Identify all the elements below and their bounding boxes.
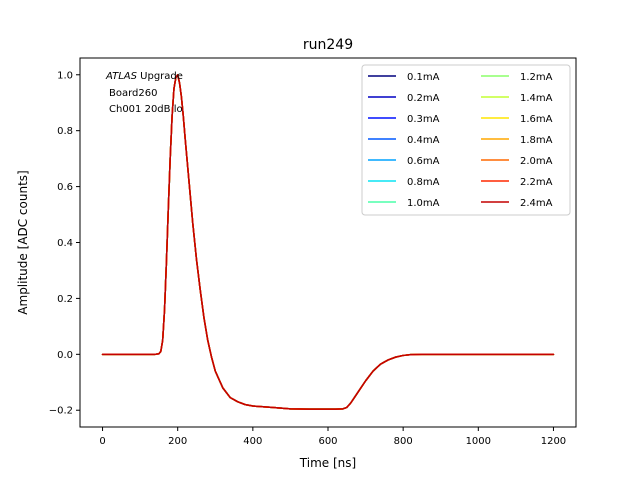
legend-label-1.0mA: 1.0mA xyxy=(407,198,440,209)
x-tick-label: 400 xyxy=(243,436,262,447)
y-tick-label: 0.6 xyxy=(57,182,73,193)
legend-items: 0.1mA 0.2mA 0.3mA 0.4mA 0.6mA 0.8mA 1.0mA 1.2mA… xyxy=(368,72,553,209)
y-tick-label: 0.4 xyxy=(57,238,73,249)
x-axis-ticks: 0 200 400 600 800 1000 1200 xyxy=(99,427,566,447)
legend-box xyxy=(361,64,571,216)
legend: 0.1mA 0.2mA 0.3mA 0.4mA 0.6mA 0.8mA 1.0mA 1.2mA… xyxy=(361,64,571,216)
x-tick-label: 1200 xyxy=(541,436,566,447)
annotation-line-2: Board260 xyxy=(109,88,157,99)
legend-label-0.4mA: 0.4mA xyxy=(407,135,440,146)
x-tick-label: 200 xyxy=(168,436,187,447)
y-tick-label: 0.2 xyxy=(57,294,73,305)
legend-label-0.8mA: 0.8mA xyxy=(407,177,440,188)
legend-label-0.6mA: 0.6mA xyxy=(407,156,440,167)
x-axis-label: Time [ns] xyxy=(299,456,356,470)
legend-label-1.2mA: 1.2mA xyxy=(520,72,553,83)
legend-label-2.4mA: 2.4mA xyxy=(520,198,553,209)
y-tick-label: 1.0 xyxy=(57,70,73,81)
legend-label-0.2mA: 0.2mA xyxy=(407,93,440,104)
series-layer xyxy=(101,74,555,410)
legend-label-2.0mA: 2.0mA xyxy=(520,156,553,167)
y-tick-label: 0.8 xyxy=(57,126,73,137)
annotation-atlas-word: ATLAS xyxy=(105,71,138,82)
x-tick-label: 600 xyxy=(318,436,337,447)
x-tick-label: 800 xyxy=(394,436,413,447)
x-tick-label: 1000 xyxy=(466,436,491,447)
annotation-line-3: Ch001 20dB lo xyxy=(109,104,183,115)
legend-label-2.2mA: 2.2mA xyxy=(520,177,553,188)
chart-title: run249 xyxy=(303,37,353,53)
legend-label-0.1mA: 0.1mA xyxy=(407,72,440,83)
legend-label-0.3mA: 0.3mA xyxy=(407,114,440,125)
y-tick-label: −0.2 xyxy=(49,406,73,417)
x-tick-label: 0 xyxy=(99,436,105,447)
y-axis-ticks: −0.2 0.0 0.2 0.4 0.6 0.8 1.0 xyxy=(49,70,80,417)
legend-label-1.6mA: 1.6mA xyxy=(520,114,553,125)
annotation-upgrade-word: Upgrade xyxy=(137,71,183,82)
annotation-line-1: ATLAS Upgrade xyxy=(105,71,183,82)
atlas-annotation: ATLAS Upgrade Board260 Ch001 20dB lo xyxy=(105,71,183,115)
series-line-2.4mA xyxy=(101,74,555,410)
plot-area xyxy=(79,57,577,428)
y-axis-label: Amplitude [ADC counts] xyxy=(16,170,30,314)
y-tick-label: 0.0 xyxy=(57,350,73,361)
legend-label-1.8mA: 1.8mA xyxy=(520,135,553,146)
legend-label-1.4mA: 1.4mA xyxy=(520,93,553,104)
